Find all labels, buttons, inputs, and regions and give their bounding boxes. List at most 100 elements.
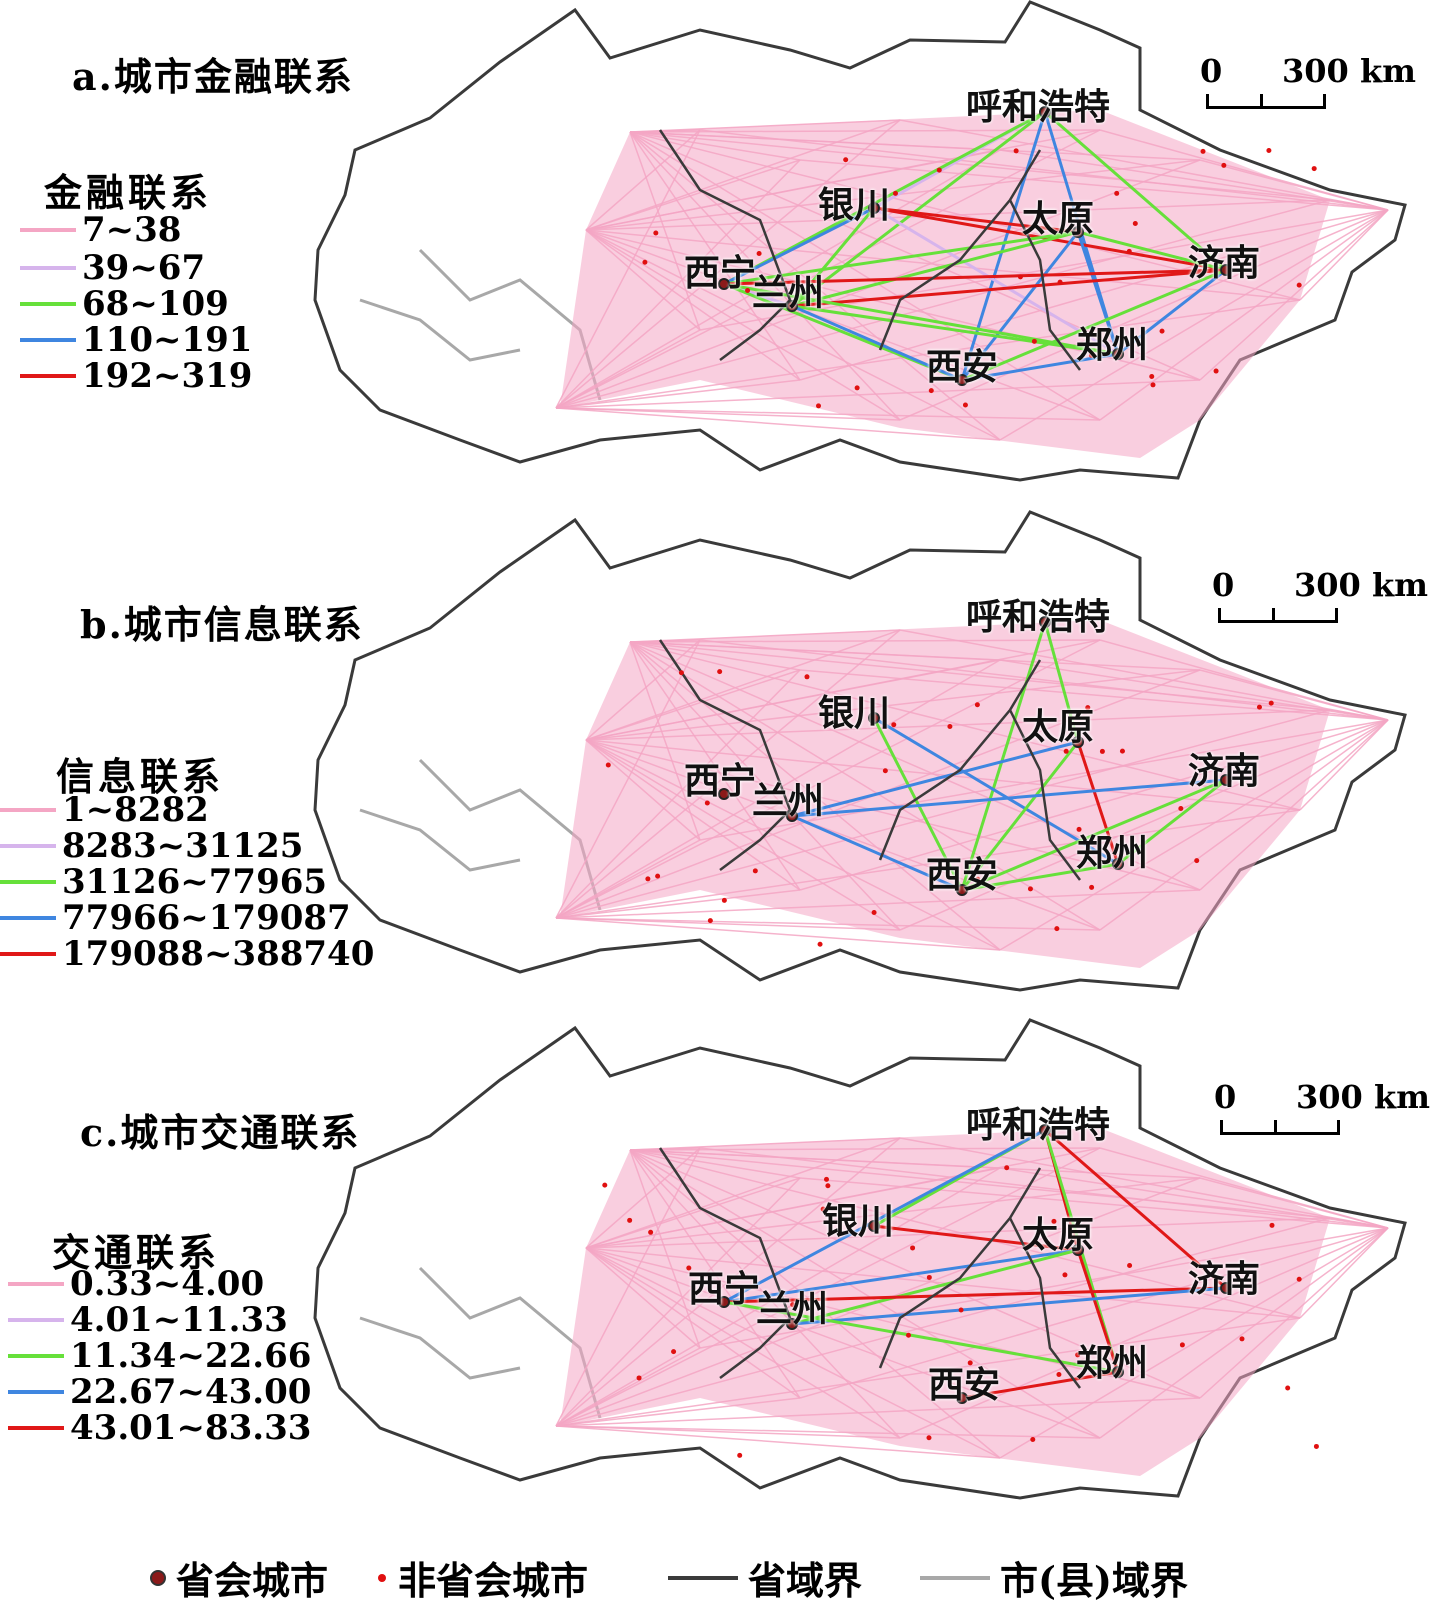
noncapital-city-dot: [653, 230, 659, 236]
connection-line: [791, 304, 1119, 356]
connection-line: [873, 1224, 1079, 1252]
connection-line: [873, 206, 1079, 234]
noncapital-city-dot: [645, 876, 651, 882]
label-xining: 西宁: [684, 252, 757, 294]
label-xian: 西安: [926, 854, 999, 896]
label-yinchuan: 银川: [822, 1200, 895, 1242]
noncapital-city-dot: [1244, 762, 1250, 768]
noncapital-city-dot: [1062, 1272, 1068, 1278]
capital-city-dot: [1112, 858, 1124, 870]
legend-label: 43.01~83.33: [70, 1408, 312, 1448]
scale-distance: 300 km: [1282, 52, 1416, 90]
noncapital-city-dot: [1149, 374, 1155, 380]
noncapital-city-dot: [1269, 1222, 1275, 1228]
legend-county-border-label: 市(县)域界: [1000, 1558, 1188, 1603]
panel-c-legend-row: 0.33~4.00: [8, 1264, 264, 1304]
county-border-line: [359, 298, 521, 362]
panel-a-legend-row: 68~109: [20, 284, 229, 324]
noncapital-city-dot: [1296, 1276, 1302, 1282]
connection-line: [961, 268, 1227, 382]
noncapital-city-dot: [1212, 249, 1218, 255]
connection-line: [961, 862, 1119, 892]
connection-line: [1076, 741, 1120, 865]
legend-label: 110~191: [82, 320, 253, 360]
panel-c-legend-row: 11.34~22.66: [8, 1336, 311, 1376]
scale-bar-tick: [1260, 94, 1263, 106]
legend-label: 8283~31125: [62, 826, 304, 866]
capital-city-dot: [1220, 774, 1232, 786]
noncapital-city-dot: [1063, 748, 1069, 754]
capital-city-dot: [1112, 1366, 1124, 1378]
connection-line: [790, 207, 876, 307]
connection-line: [960, 111, 1047, 381]
scale-distance: 300 km: [1294, 566, 1428, 604]
noncapital-city-dot: [1076, 826, 1082, 832]
noncapital-city-dot: [804, 674, 810, 680]
legend-province-border: 省域界: [668, 1550, 862, 1605]
label-taiyuan: 太原: [1022, 706, 1095, 748]
panel-a-legend-row: 192~319: [20, 356, 253, 396]
panel-c-scale-bar: 0 300 km: [1214, 1078, 1434, 1138]
label-hohhot: 呼和浩特: [966, 596, 1111, 638]
noncapital-city-dot: [1051, 1218, 1057, 1224]
connection-line: [1044, 1128, 1227, 1290]
noncapital-city-dot: [756, 250, 762, 256]
connection-line: [1076, 231, 1120, 355]
noncapital-city-dot: [790, 1302, 796, 1308]
legend-label: 68~109: [82, 284, 229, 324]
scale-zero: 0: [1214, 1078, 1237, 1116]
legend-label: 179088~388740: [62, 934, 375, 974]
panel-b-legend-row: 1~8282: [0, 790, 209, 830]
capital-city-dot: [1112, 348, 1124, 360]
legend-swatch: [8, 1390, 64, 1394]
noncapital-city-dot: [1296, 282, 1302, 288]
noncapital-city-dot: [721, 897, 727, 903]
panel-a-legend-row: 110~191: [20, 320, 253, 360]
connection-line: [1299, 1227, 1389, 1319]
capital-city-dot: [1039, 106, 1051, 118]
noncapital-city-dot: [1056, 1372, 1062, 1378]
noncapital-city-dot: [1030, 1437, 1036, 1443]
connection-line: [791, 268, 1227, 308]
noncapital-city-dot: [1075, 1352, 1081, 1358]
legend-swatch: [20, 374, 76, 378]
legend-label: 4.01~11.33: [70, 1300, 288, 1340]
noncapital-city-dot: [1027, 886, 1033, 892]
panel-a-scale-bar: 0 300 km: [1200, 52, 1420, 112]
noncapital-city-dot: [1031, 338, 1037, 344]
noncapital-city-dot: [1099, 748, 1105, 754]
province-border-line: [878, 149, 1042, 351]
panel-b-scale-bar: 0 300 km: [1212, 566, 1432, 626]
noncapital-city-dot: [892, 190, 898, 196]
noncapital-city-dot: [1085, 705, 1091, 711]
noncapital-city-dot: [1256, 704, 1262, 710]
noncapital-city-dot: [947, 723, 953, 729]
noncapital-city-dot-icon: [378, 1573, 386, 1582]
label-jinan: 济南: [1188, 242, 1261, 284]
connection-line: [872, 717, 964, 891]
legend-label: 192~319: [82, 356, 253, 396]
capital-city-dot: [1039, 1124, 1051, 1136]
legend-province-border-label: 省域界: [748, 1558, 863, 1603]
legend-swatch: [8, 1282, 64, 1286]
noncapital-city-dot: [1088, 352, 1094, 358]
noncapital-city-dot: [1150, 382, 1156, 388]
connection-line: [723, 230, 1079, 286]
label-taiyuan: 太原: [1022, 1214, 1095, 1256]
label-lanzhou: 兰州: [752, 780, 825, 822]
panel-b-legend-row: 31126~77965: [0, 862, 327, 902]
capital-city-dot: [718, 1296, 730, 1308]
connection-line: [961, 1370, 1119, 1400]
connection-line: [1299, 719, 1389, 811]
capital-city-dot-icon: [150, 1569, 166, 1586]
connection-line: [723, 268, 1227, 286]
label-lanzhou: 兰州: [752, 272, 825, 314]
noncapital-city-dot: [1086, 341, 1091, 347]
noncapital-city-dot: [1159, 328, 1165, 334]
noncapital-city-dot: [605, 762, 611, 768]
scale-bar-line: [1206, 94, 1326, 109]
panel-b-title: b.城市信息联系: [80, 602, 364, 647]
capital-city-dot: [956, 374, 968, 386]
province-border-line: [658, 639, 792, 871]
noncapital-city-dot: [1004, 1165, 1010, 1171]
